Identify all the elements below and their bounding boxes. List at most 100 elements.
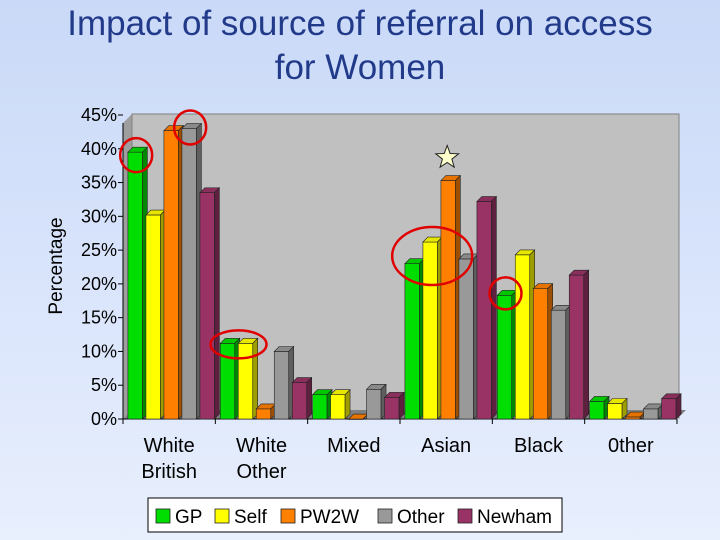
bar-front (199, 192, 215, 420)
bar-front (550, 309, 567, 420)
bar-front (255, 408, 272, 420)
y-tick-label: 20% (81, 274, 117, 294)
bar-side (583, 269, 590, 420)
highlight-circle (172, 109, 208, 146)
category-label-line: British (141, 461, 197, 483)
bar-front (440, 180, 456, 420)
bar-side (214, 187, 220, 420)
legend-swatch (280, 508, 296, 524)
bar-front (514, 254, 531, 420)
bar-front (532, 288, 549, 420)
bar-side (344, 389, 351, 420)
y-axis: 0% 5% 10% 15% 20% 25% 30% 35% 40% 45% (81, 105, 678, 429)
bar-front (312, 394, 328, 420)
bar-other (550, 304, 572, 420)
y-tick-label: 5% (91, 375, 117, 395)
legend-label: GP (175, 507, 202, 528)
bar-self (514, 249, 536, 420)
category-label: Black (514, 435, 564, 457)
star-icon (434, 144, 460, 169)
bar-newham (291, 376, 313, 420)
highlight-circle (209, 329, 268, 360)
legend-swatch (214, 508, 230, 524)
y-tick-label: 35% (81, 173, 117, 193)
bar-front (330, 394, 346, 420)
bar-pw2w (532, 282, 554, 420)
annotations (118, 109, 523, 360)
bar-pw2w (255, 403, 277, 420)
bar-side (621, 397, 628, 420)
legend-label: PW2W (300, 507, 359, 528)
bar-front (163, 130, 179, 420)
bar-front (589, 401, 605, 420)
bar-other (458, 253, 480, 420)
bar-newham (199, 187, 221, 420)
bar-pw2w (163, 124, 185, 420)
legend-swatch (155, 508, 171, 524)
category-label-line: White (144, 435, 195, 457)
category-label-line: White (236, 435, 287, 457)
bar-side (252, 337, 259, 420)
y-tick-label: 40% (81, 139, 117, 159)
highlight-circle (488, 276, 523, 311)
category-label-line: 0ther (608, 435, 654, 457)
bar-other (642, 403, 664, 420)
legend-label: Newham (477, 507, 552, 528)
bar-front (181, 128, 197, 420)
legend: GP Self PW2W Other Newham (147, 497, 563, 533)
bar-front (384, 397, 400, 420)
category-label-line: Other (236, 461, 286, 483)
bar-front (366, 388, 382, 420)
bar-self (422, 236, 444, 420)
bar-self (145, 209, 167, 420)
bar-front (458, 258, 474, 420)
bar-front (661, 398, 677, 420)
highlight-circle (118, 136, 154, 174)
bar-front (145, 214, 161, 420)
bar-side (675, 393, 682, 420)
y-tick-label: 10% (81, 341, 117, 361)
legend-label: Other (397, 507, 445, 528)
bar-side (491, 195, 497, 420)
bar-self (237, 337, 259, 420)
category-label: White British (141, 435, 197, 483)
bar-front (496, 295, 513, 420)
legend-swatch (457, 508, 473, 524)
bar-gp (311, 389, 333, 420)
bar-front (625, 416, 641, 420)
y-tick-label: 30% (81, 206, 117, 226)
bar-front (476, 201, 492, 420)
bar-newham (660, 393, 682, 420)
bar-front (127, 151, 143, 420)
y-tick-label: 25% (81, 240, 117, 260)
legend-label: Self (234, 507, 267, 528)
bar-newham (568, 269, 590, 420)
bar-front (607, 403, 623, 420)
x-axis-labels: White British White Other Mixed Asian Black 0th… (141, 435, 654, 483)
category-label: White Other (236, 435, 287, 483)
bar-front (291, 382, 308, 420)
bar-other (365, 383, 387, 420)
chart-title: Impact of source of referral on access f… (67, 4, 653, 87)
bar-gp (588, 395, 610, 420)
bar-newham (383, 391, 405, 420)
y-tick-label: 45% (81, 105, 117, 125)
highlight-circle (390, 225, 474, 287)
bar-front (568, 274, 585, 420)
legend-swatch (377, 508, 393, 524)
bar-pw2w (440, 174, 462, 420)
bar-other (273, 345, 295, 420)
bar-self (606, 397, 628, 420)
bar-front (237, 343, 254, 420)
bar-front (404, 263, 420, 420)
bars-group (127, 122, 682, 420)
bar-front (422, 241, 438, 420)
bar-side (306, 376, 313, 420)
bar-gp (127, 146, 149, 420)
y-tick-label: 0% (91, 409, 117, 429)
bar-gp (219, 337, 241, 420)
bar-other (181, 122, 203, 420)
bar-front (643, 408, 659, 420)
category-label-line: Mixed (327, 435, 380, 457)
category-label: Asian (421, 435, 471, 457)
